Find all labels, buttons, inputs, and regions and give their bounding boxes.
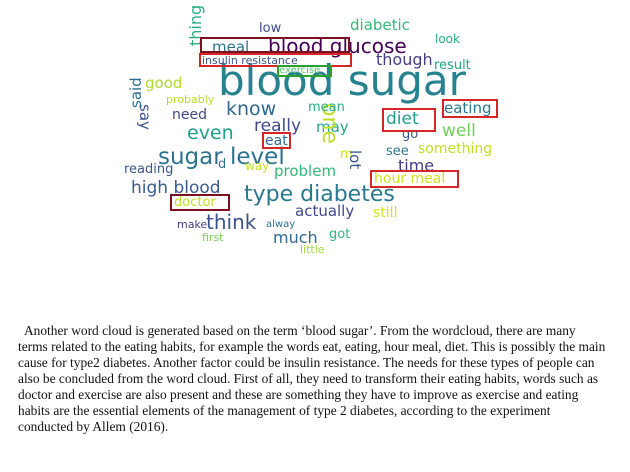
cloud-word-actually: actually [295,202,355,220]
highlight-box-blood-glucose [200,37,350,53]
highlight-box-doctor [170,194,230,211]
cloud-word-problem: problem [274,162,337,180]
cloud-word-alway: alway [266,219,296,230]
cloud-word-diabetic: diabetic [350,16,410,34]
cloud-word-even: even [187,122,234,144]
cloud-word-though: though [376,50,433,69]
cloud-word-low: low [259,21,282,36]
cloud-word-eating: eating [444,99,492,117]
cloud-word-something: something [418,141,493,157]
cloud-word-lot: lot [346,150,364,170]
cloud-word-meal: meal [212,38,250,56]
cloud-word-type-diabetes: type diabetes [244,182,395,207]
cloud-word-time: time [398,156,435,175]
highlight-box-hour-meal [370,170,459,188]
cloud-word-look: look [435,32,460,46]
cloud-word-mean: mean [308,100,345,115]
cloud-word-make: make [177,218,208,231]
cloud-word-high-blood: high blood [131,178,221,198]
cloud-word-may: may [316,118,349,136]
cloud-word-need: need [172,107,207,123]
cloud-word-really: really [254,116,301,136]
cloud-word-diet: diet [386,109,419,129]
cloud-word-well: well [442,121,476,141]
cloud-word-exercise: exercise [279,65,321,76]
cloud-word-see: see [386,144,409,159]
highlight-box-exercise [277,65,332,77]
cloud-word-probably: probably [166,93,215,106]
highlight-box-eating [442,99,498,118]
cloud-word-sugar-level: sugar level [158,144,285,170]
cloud-word-still: still [373,205,398,221]
cloud-word-insulin-resistance: insulin resistance [202,54,298,67]
cloud-word-reading: reading [124,162,174,177]
cloud-word-first: first [202,231,224,244]
highlight-box-insulin-resistance [199,53,352,67]
word-cloud: blood sugar type diabetes sugar level blood… [124,5,498,256]
cloud-word-good: good [145,74,183,92]
body-paragraph: Another word cloud is generated based on… [18,323,606,435]
cloud-word-doctor: doctor [174,195,216,210]
highlight-box-diet [382,108,436,132]
cloud-word-got: got [329,227,351,242]
cloud-word-m: m [340,147,353,162]
cloud-word-eat: eat [265,133,288,149]
cloud-word-little: little [300,243,325,256]
cloud-word-way: way [245,159,270,173]
cloud-word-hour-meal: hour meal [374,171,446,187]
cloud-word-result: result [434,58,471,73]
cloud-word-much: much [273,228,318,247]
cloud-word-d: d [218,157,227,172]
cloud-word-said: said [127,77,145,108]
highlight-box-eat [262,132,291,149]
cloud-word-know: know [226,98,277,120]
cloud-word-think: think [206,210,257,234]
